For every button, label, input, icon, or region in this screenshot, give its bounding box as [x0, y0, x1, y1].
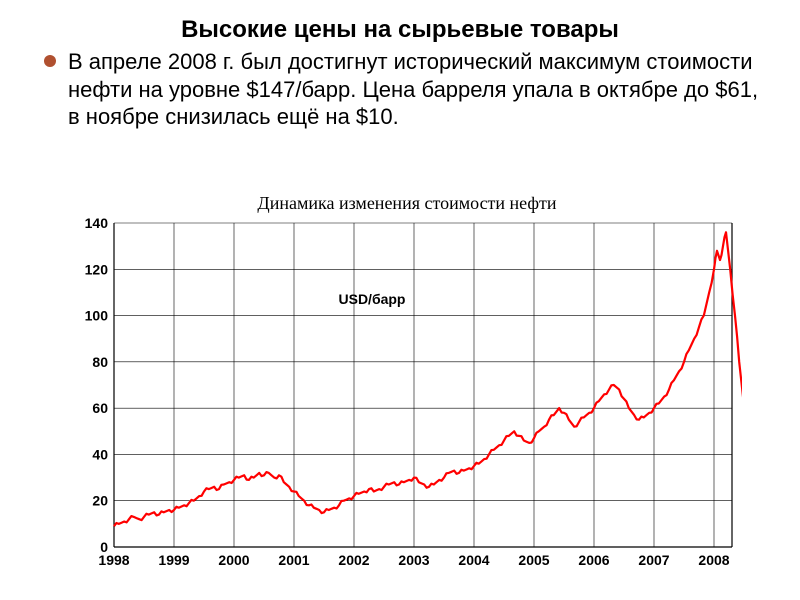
svg-text:60: 60 — [92, 400, 108, 416]
chart-yticks: 020406080100120140 — [85, 215, 109, 555]
svg-text:1999: 1999 — [158, 552, 189, 568]
body-text-block: В апреле 2008 г. был достигнут историчес… — [40, 48, 760, 131]
chart-grid — [114, 223, 732, 547]
svg-text:2002: 2002 — [338, 552, 369, 568]
svg-text:100: 100 — [85, 308, 109, 324]
body-text: В апреле 2008 г. был достигнут историчес… — [68, 49, 758, 129]
svg-text:2001: 2001 — [278, 552, 309, 568]
svg-text:1998: 1998 — [98, 552, 129, 568]
svg-text:140: 140 — [85, 215, 109, 231]
oil-price-chart: Динамика изменения стоимости нефти 02040… — [72, 215, 742, 575]
svg-text:2005: 2005 — [518, 552, 549, 568]
slide-title: Высокие цены на сырьевые товары — [40, 16, 760, 44]
chart-caption: Динамика изменения стоимости нефти — [72, 193, 742, 214]
slide: Высокие цены на сырьевые товары В апреле… — [0, 0, 800, 600]
svg-text:80: 80 — [92, 354, 108, 370]
svg-text:2006: 2006 — [578, 552, 609, 568]
svg-text:2008: 2008 — [698, 552, 729, 568]
svg-text:2003: 2003 — [398, 552, 429, 568]
svg-text:2004: 2004 — [458, 552, 489, 568]
bullet-icon — [44, 55, 56, 67]
chart-axes — [114, 223, 732, 547]
svg-text:2007: 2007 — [638, 552, 669, 568]
chart-inner-label: USD/барр — [339, 291, 406, 307]
svg-text:120: 120 — [85, 261, 109, 277]
svg-text:2000: 2000 — [218, 552, 249, 568]
chart-xticks: 1998 1999 2000 2001 2002 2003 2004 2005 2006 2007… — [98, 552, 729, 568]
chart-svg: 020406080100120140 199819992000200120022… — [72, 215, 742, 575]
svg-text:40: 40 — [92, 446, 108, 462]
svg-text:20: 20 — [92, 493, 108, 509]
oil-price-series — [114, 232, 742, 526]
